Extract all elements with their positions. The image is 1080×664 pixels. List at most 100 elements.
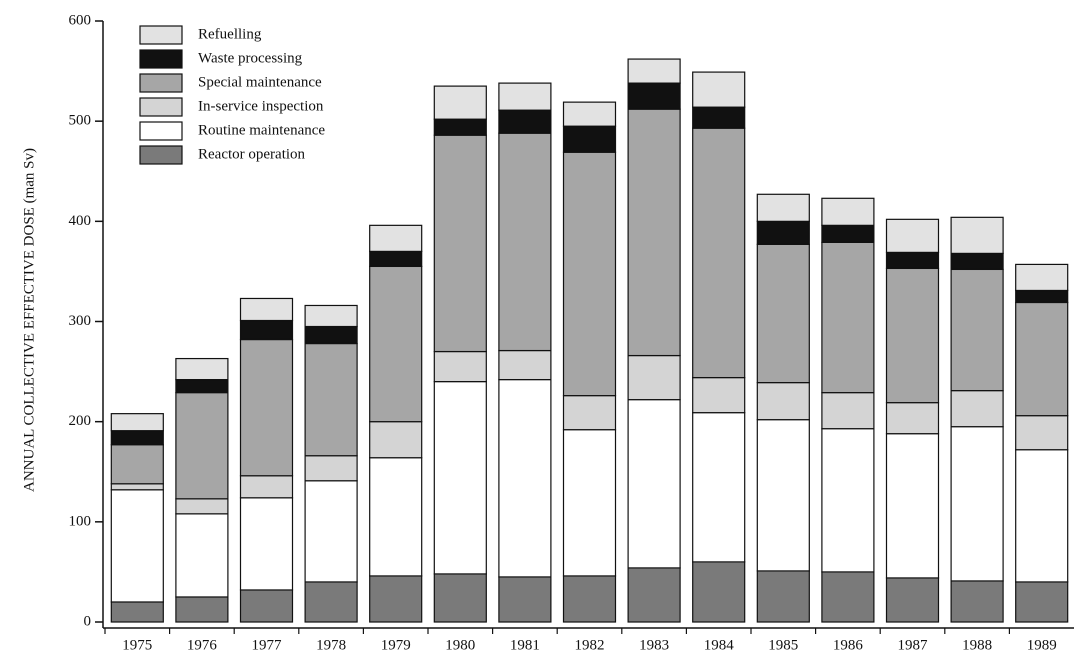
bar-segment (885, 267, 940, 404)
legend-swatch (139, 121, 183, 141)
bar-segment (239, 497, 294, 591)
bar-segment (433, 85, 487, 120)
bar-segment (885, 218, 940, 253)
x-tick-label: 1984 (704, 637, 735, 653)
x-tick-label: 1983 (639, 637, 669, 653)
bar-segment (692, 561, 746, 623)
bar-segment (433, 118, 487, 136)
legend-label: Routine maintenance (198, 122, 325, 138)
bar-segment (110, 601, 164, 623)
x-tick-label: 1979 (381, 637, 411, 653)
legend-swatch (139, 73, 183, 93)
bar-segment (498, 109, 552, 134)
bar-segment (369, 575, 423, 623)
legend-swatch (139, 49, 183, 69)
y-tick-label: 300 (69, 313, 92, 329)
x-tick-label: 1989 (1027, 637, 1057, 653)
bar-segment (498, 378, 552, 578)
legend-swatch (139, 25, 183, 45)
bar-segment (756, 193, 810, 222)
bar-segment (627, 354, 681, 401)
bar-segment (950, 268, 1004, 392)
legend-label: Waste processing (198, 50, 303, 66)
bar-segment (304, 325, 358, 345)
x-tick-label: 1975 (122, 637, 152, 653)
x-tick-label: 1988 (962, 637, 992, 653)
legend-label: In-service inspection (198, 98, 324, 114)
bar-segment (562, 125, 617, 153)
bar-segment (1015, 581, 1069, 623)
bar-segment (627, 82, 681, 110)
bar-segment (433, 381, 487, 575)
bar-segment (175, 596, 229, 623)
x-tick-label: 1982 (575, 637, 605, 653)
bar-segment (821, 224, 875, 243)
y-axis-label: ANNUAL COLLECTIVE EFFECTIVE DOSE (man Sv… (21, 148, 37, 492)
bar-segment (627, 108, 681, 357)
bar-segment (433, 573, 487, 623)
bar-segment (821, 197, 875, 226)
bar-segment (239, 319, 294, 341)
bar-segment (239, 338, 294, 477)
legend-swatch (139, 97, 183, 117)
x-tick-label: 1978 (316, 637, 346, 653)
bar-segment (821, 241, 875, 394)
bar-segment (692, 71, 746, 108)
bar-segment (562, 101, 617, 127)
bar-segment (950, 426, 1004, 582)
bar-segment (1015, 301, 1069, 417)
bar-segment (1015, 415, 1069, 451)
bar-segment (369, 265, 423, 423)
bar-segment (562, 575, 617, 623)
bar-segment (756, 243, 810, 384)
y-tick-label: 400 (69, 213, 92, 229)
bar-segment (304, 455, 358, 482)
bar-segment (885, 402, 940, 435)
bar-segment (369, 457, 423, 577)
bar-segment (498, 132, 552, 352)
bar-segment (175, 498, 229, 515)
bar-segment (433, 350, 487, 383)
y-tick-label: 200 (69, 413, 92, 429)
bar-segment (692, 412, 746, 563)
bar-segment (369, 224, 423, 252)
bar-segment (175, 357, 229, 381)
bar-segment (369, 250, 423, 268)
legend-label: Special maintenance (198, 74, 322, 90)
bar-segment (498, 82, 552, 111)
bar-segment (1015, 263, 1069, 292)
x-tick-label: 1976 (187, 637, 218, 653)
bar-segment (304, 304, 358, 328)
x-tick-label: 1986 (833, 637, 864, 653)
bar-segment (885, 433, 940, 579)
bar-segment (950, 216, 1004, 254)
bar-segment (821, 392, 875, 430)
bar-segment (239, 297, 294, 322)
bar-segment (369, 421, 423, 459)
bar-segment (885, 577, 940, 623)
bar-segment (304, 581, 358, 623)
bar-segment (1015, 289, 1069, 304)
x-tick-label: 1980 (445, 637, 475, 653)
bar-segment (562, 395, 617, 431)
bar-segment (885, 251, 940, 270)
bar-segment (562, 429, 617, 577)
bar-segment (756, 220, 810, 245)
bar-segment (1015, 449, 1069, 583)
bar-segment (175, 513, 229, 598)
bar-segment (175, 392, 229, 500)
x-tick-label: 1981 (510, 637, 540, 653)
x-tick-label: 1987 (898, 637, 929, 653)
bar-segment (110, 413, 164, 432)
bar-segment (498, 576, 552, 623)
legend-label: Reactor operation (198, 146, 306, 162)
bar-segment (627, 399, 681, 569)
x-tick-label: 1977 (252, 637, 283, 653)
bar-segment (950, 390, 1004, 428)
bar-segment (562, 151, 617, 397)
bar-segment (433, 134, 487, 353)
legend-label: Refuelling (198, 26, 262, 42)
bar-segment (110, 444, 164, 485)
x-tick-label: 1985 (768, 637, 798, 653)
